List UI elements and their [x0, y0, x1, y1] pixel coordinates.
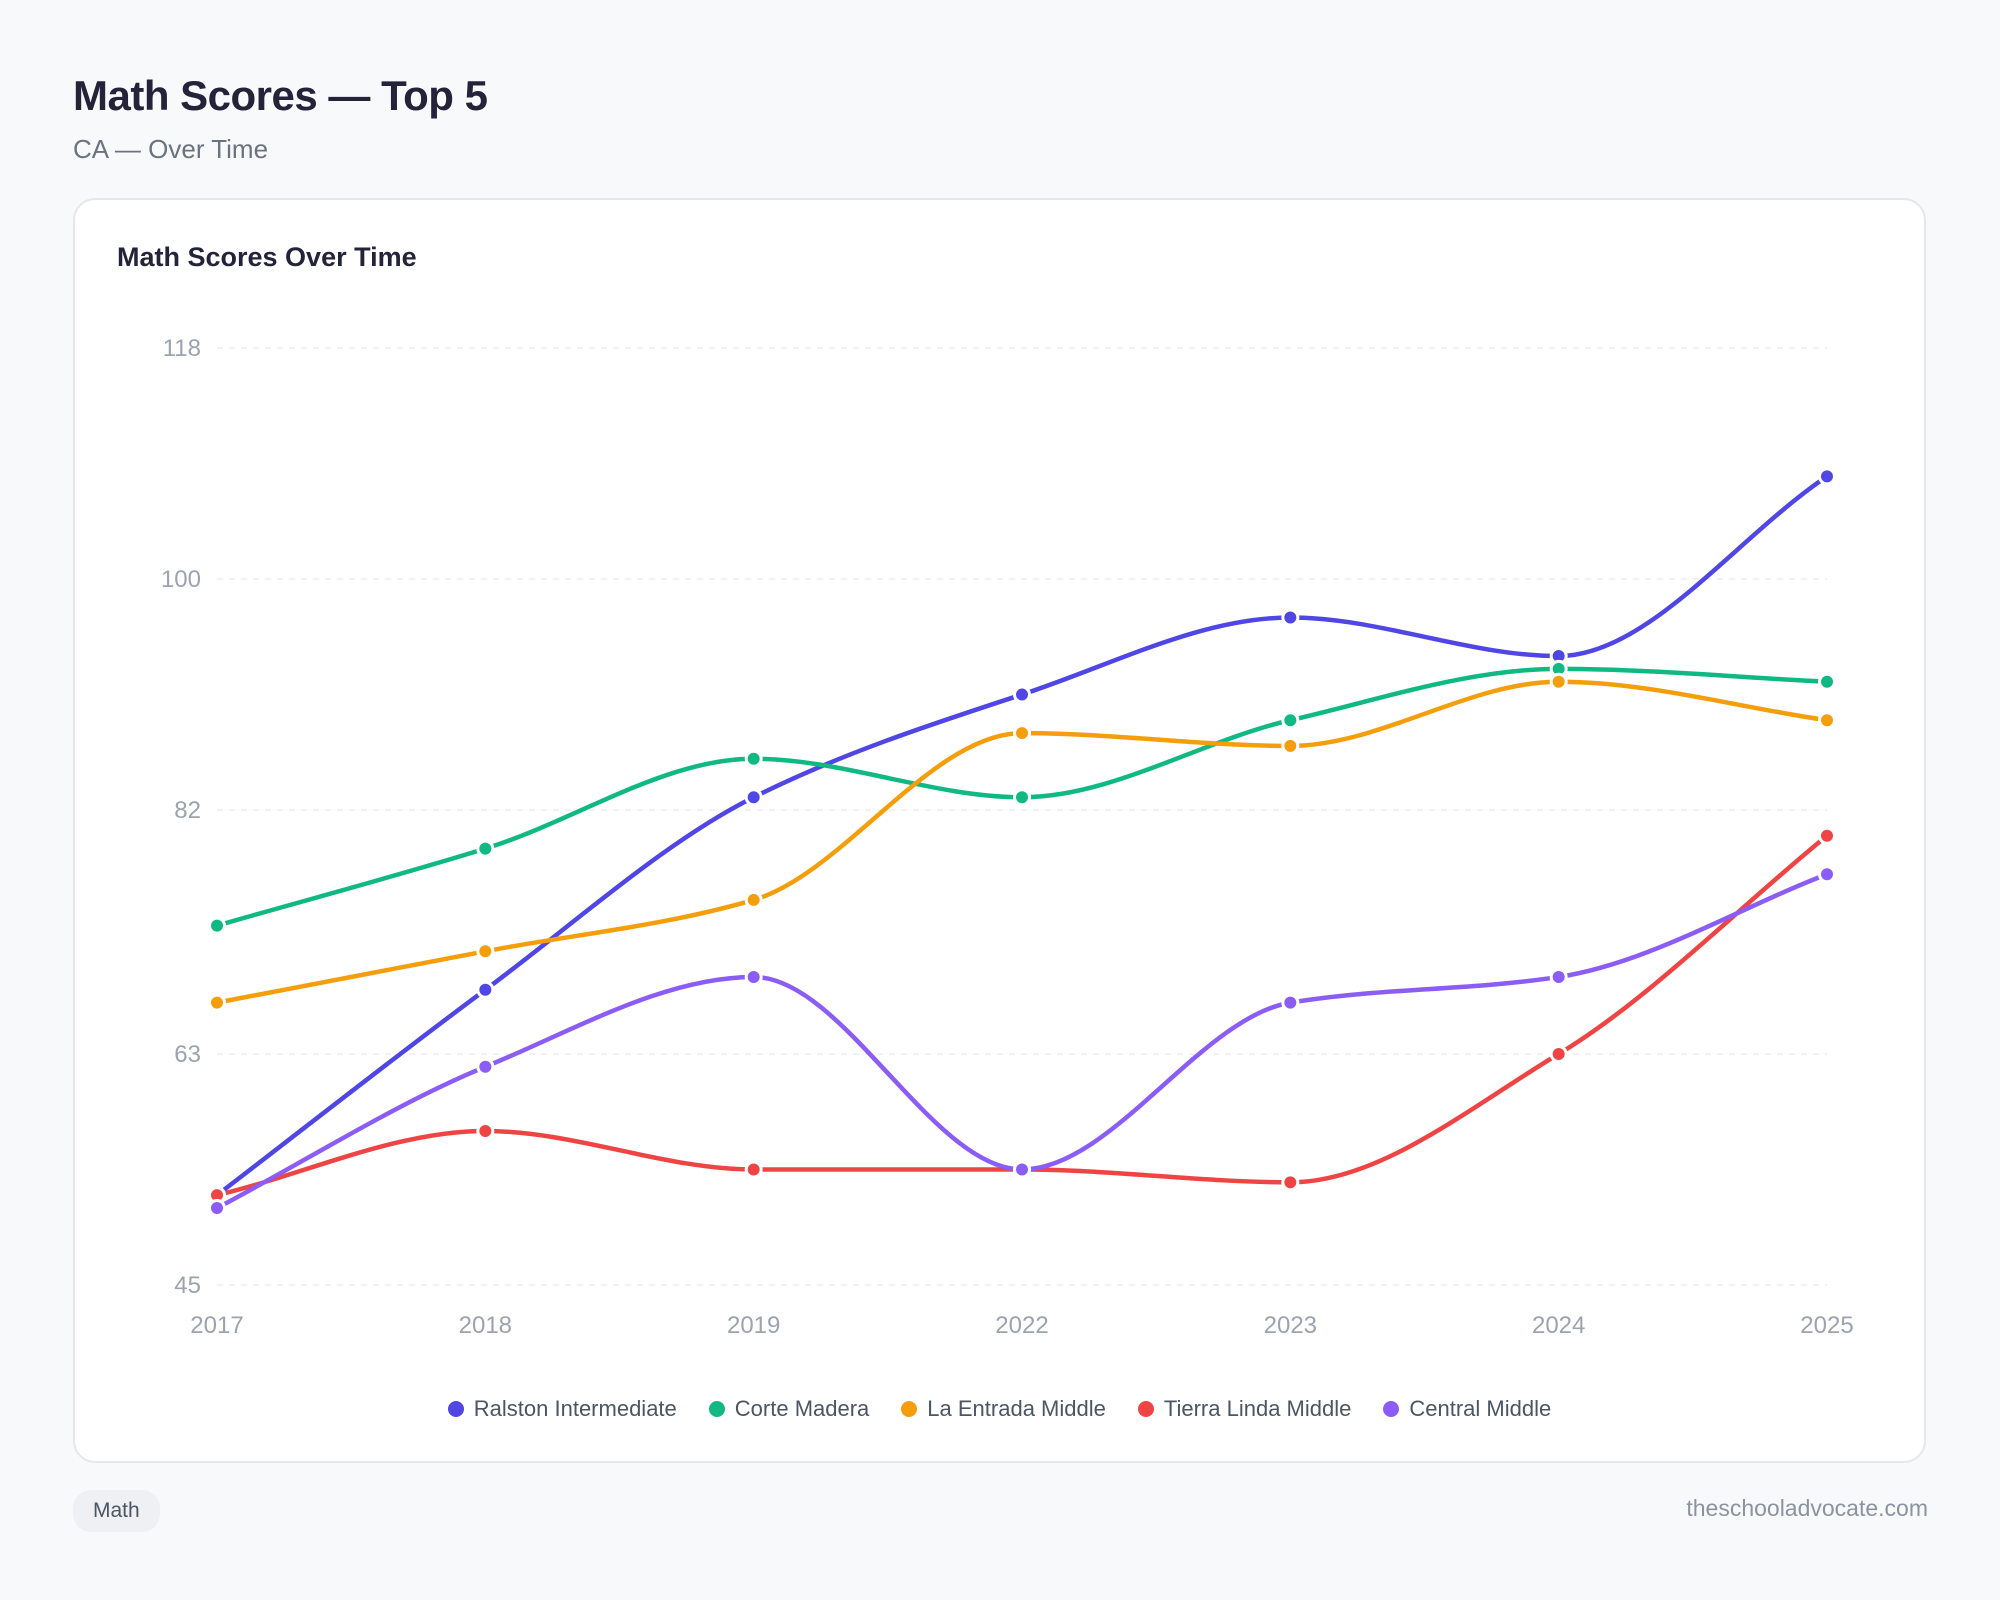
data-point	[1281, 736, 1300, 755]
data-point	[1818, 467, 1836, 486]
data-point	[1281, 1173, 1300, 1192]
data-point	[1281, 993, 1300, 1012]
data-point	[744, 788, 763, 807]
y-tick-label: 118	[163, 335, 201, 362]
data-point	[1013, 685, 1031, 704]
page-subtitle: CA — Over Time	[73, 134, 269, 164]
y-tick-label: 100	[161, 566, 201, 593]
legend-label: La Entrada Middle	[927, 1396, 1106, 1421]
legend-swatch	[708, 1401, 725, 1417]
data-point	[1818, 672, 1836, 691]
data-point	[208, 993, 226, 1012]
data-point	[1013, 788, 1031, 807]
y-tick-label: 82	[174, 797, 201, 824]
data-point	[1013, 1160, 1031, 1179]
legend-swatch	[447, 1401, 464, 1417]
legend-swatch	[901, 1401, 918, 1417]
chart-card: Math Scores Over Time 45 63 82 100 118 2017 20…	[73, 198, 1926, 1463]
data-point	[744, 1160, 763, 1179]
data-point	[476, 942, 495, 961]
data-point	[1549, 1044, 1568, 1063]
legend-item[interactable]: Corte Madera	[708, 1396, 870, 1422]
chart-legend: Ralston Intermediate Corte Madera La Entra…	[75, 1396, 1924, 1422]
data-point	[208, 916, 226, 935]
data-point	[744, 890, 763, 909]
data-point	[208, 1198, 226, 1217]
legend-item[interactable]: Ralston Intermediate	[447, 1396, 677, 1422]
y-tick-label: 63	[174, 1041, 201, 1068]
legend-item[interactable]: Tierra Linda Middle	[1137, 1396, 1352, 1422]
legend-item[interactable]: Central Middle	[1383, 1396, 1551, 1422]
x-tick-label: 2017	[190, 1312, 243, 1339]
legend-label: Central Middle	[1409, 1396, 1552, 1421]
legend-swatch	[1137, 1401, 1154, 1417]
data-point	[1281, 711, 1300, 730]
line-chart: 45 63 82 100 118 2017 2018 2019 2022 2023 2024 2025	[161, 335, 1854, 1339]
x-tick-label: 2018	[459, 1312, 512, 1339]
legend-label: Corte Madera	[734, 1396, 870, 1421]
series-line	[214, 833, 1830, 1198]
source-attribution: theschooladvocate.com	[1686, 1495, 1928, 1521]
data-point	[476, 980, 495, 999]
subject-tag[interactable]: Math	[73, 1490, 160, 1532]
data-point	[476, 839, 495, 858]
y-tick-label: 45	[174, 1272, 201, 1299]
data-point	[476, 1121, 495, 1140]
data-point	[1818, 826, 1836, 845]
data-point	[744, 749, 763, 768]
data-point	[1549, 967, 1568, 986]
x-tick-label: 2023	[1264, 1312, 1317, 1339]
data-point	[1818, 865, 1836, 884]
chart-title: Math Scores Over Time	[117, 242, 417, 272]
data-point	[1281, 608, 1300, 627]
legend-label: Ralston Intermediate	[473, 1396, 677, 1421]
data-point	[476, 1057, 495, 1076]
data-point	[744, 967, 763, 986]
data-point	[1013, 724, 1031, 743]
series-line	[214, 872, 1830, 1211]
series-line	[214, 474, 1830, 1198]
page-title: Math Scores — Top 5	[73, 72, 488, 119]
data-point	[1818, 711, 1836, 730]
x-tick-label: 2019	[727, 1312, 780, 1339]
data-point	[1549, 672, 1568, 691]
x-tick-label: 2024	[1532, 1312, 1585, 1339]
legend-item[interactable]: La Entrada Middle	[901, 1396, 1106, 1422]
legend-swatch	[1383, 1401, 1400, 1417]
x-tick-label: 2022	[995, 1312, 1048, 1339]
x-tick-label: 2025	[1800, 1312, 1853, 1339]
legend-label: Tierra Linda Middle	[1163, 1396, 1352, 1421]
